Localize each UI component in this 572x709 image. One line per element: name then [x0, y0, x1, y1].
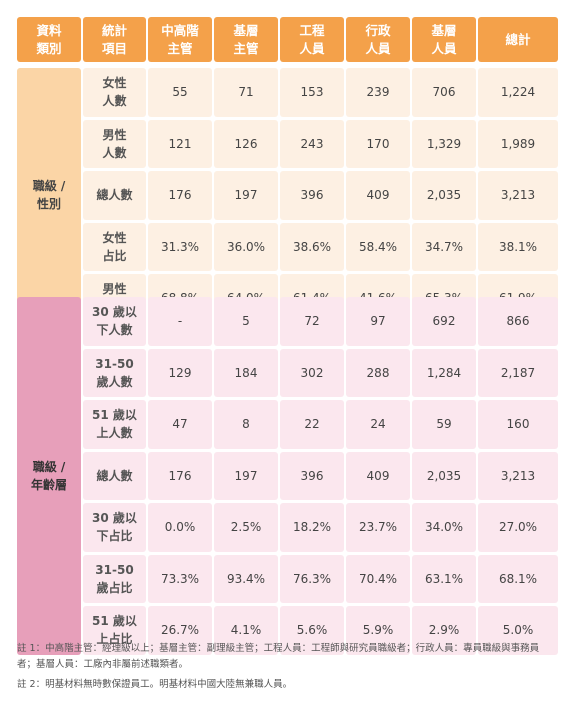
data-cell: 197 — [214, 451, 278, 501]
column-header: 基層 主管 — [214, 17, 278, 62]
data-cell: 34.0% — [412, 503, 476, 552]
row-label: 總人數 — [83, 171, 146, 220]
data-cell: - — [148, 297, 212, 346]
data-cell: 34.7% — [412, 222, 476, 272]
data-cell: 23.7% — [346, 503, 410, 552]
row-label: 31-50 歲占比 — [83, 554, 146, 604]
data-cell: 18.2% — [280, 503, 344, 552]
data-cell: 5 — [214, 297, 278, 346]
footnote-1: 註 1：中高階主管：經理級以上；基層主管：副理級主管；工程人員：工程師與研究員職… — [17, 643, 540, 670]
data-cell: 184 — [214, 348, 278, 398]
data-cell: 160 — [478, 400, 558, 449]
data-cell: 24 — [346, 400, 410, 449]
data-cell: 239 — [346, 68, 410, 117]
row-label: 31-50 歲人數 — [83, 348, 146, 398]
data-cell: 1,989 — [478, 119, 558, 169]
data-cell: 3,213 — [478, 451, 558, 501]
data-cell: 121 — [148, 119, 212, 169]
data-cell: 153 — [280, 68, 344, 117]
data-cell: 26.7% — [148, 606, 212, 655]
row-label: 女性 占比 — [83, 222, 146, 272]
data-cell: 4.1% — [214, 606, 278, 655]
data-cell: 1,284 — [412, 348, 476, 398]
data-cell: 59 — [412, 400, 476, 449]
data-cell: 73.3% — [148, 554, 212, 604]
data-cell: 2,187 — [478, 348, 558, 398]
data-cell: 5.9% — [346, 606, 410, 655]
data-cell: 288 — [346, 348, 410, 398]
data-cell: 70.4% — [346, 554, 410, 604]
data-cell: 396 — [280, 451, 344, 501]
data-cell: 38.6% — [280, 222, 344, 272]
data-cell: 8 — [214, 400, 278, 449]
data-cell: 197 — [214, 171, 278, 220]
column-header: 總計 — [478, 17, 558, 62]
column-header: 資料 類別 — [17, 17, 81, 62]
column-header: 中高階 主管 — [148, 17, 212, 62]
footnotes: 註 1：中高階主管：經理級以上；基層主管：副理級主管；工程人員：工程師與研究員職… — [17, 641, 557, 693]
data-cell: 866 — [478, 297, 558, 346]
data-cell: 396 — [280, 171, 344, 220]
row-label: 女性 人數 — [83, 68, 146, 117]
data-cell: 3,213 — [478, 171, 558, 220]
data-cell: 76.3% — [280, 554, 344, 604]
data-cell: 97 — [346, 297, 410, 346]
row-label: 男性 人數 — [83, 119, 146, 169]
data-cell: 68.1% — [478, 554, 558, 604]
footnote-2: 註 2：明基材料無時數保證員工。明基材料中國大陸無兼職人員。 — [17, 679, 293, 690]
category-cell: 職級 / 性別 — [17, 68, 81, 323]
data-cell: 58.4% — [346, 222, 410, 272]
data-cell: 47 — [148, 400, 212, 449]
data-cell: 170 — [346, 119, 410, 169]
data-cell: 0.0% — [148, 503, 212, 552]
row-label: 30 歲以 下占比 — [83, 503, 146, 552]
data-cell: 93.4% — [214, 554, 278, 604]
data-cell: 72 — [280, 297, 344, 346]
data-cell: 1,224 — [478, 68, 558, 117]
data-cell: 38.1% — [478, 222, 558, 272]
row-label: 30 歲以 下人數 — [83, 297, 146, 346]
data-cell: 71 — [214, 68, 278, 117]
data-cell: 409 — [346, 171, 410, 220]
data-cell: 36.0% — [214, 222, 278, 272]
data-cell: 302 — [280, 348, 344, 398]
data-cell: 129 — [148, 348, 212, 398]
data-cell: 31.3% — [148, 222, 212, 272]
data-cell: 5.6% — [280, 606, 344, 655]
data-cell: 243 — [280, 119, 344, 169]
data-cell: 176 — [148, 451, 212, 501]
data-cell: 706 — [412, 68, 476, 117]
data-cell: 2.9% — [412, 606, 476, 655]
column-header: 統計 項目 — [83, 17, 146, 62]
data-cell: 2.5% — [214, 503, 278, 552]
category-cell: 職級 / 年齡層 — [17, 297, 81, 655]
data-cell: 27.0% — [478, 503, 558, 552]
data-cell: 63.1% — [412, 554, 476, 604]
data-cell: 2,035 — [412, 451, 476, 501]
data-cell: 22 — [280, 400, 344, 449]
row-label: 51 歲以 上占比 — [83, 606, 146, 655]
data-cell: 409 — [346, 451, 410, 501]
row-label: 總人數 — [83, 451, 146, 501]
data-cell: 1,329 — [412, 119, 476, 169]
data-cell: 126 — [214, 119, 278, 169]
data-cell: 55 — [148, 68, 212, 117]
column-header: 行政 人員 — [346, 17, 410, 62]
row-label: 51 歲以 上人數 — [83, 400, 146, 449]
data-cell: 692 — [412, 297, 476, 346]
column-header: 基層 人員 — [412, 17, 476, 62]
data-cell: 5.0% — [478, 606, 558, 655]
data-cell: 2,035 — [412, 171, 476, 220]
column-header: 工程 人員 — [280, 17, 344, 62]
data-cell: 176 — [148, 171, 212, 220]
